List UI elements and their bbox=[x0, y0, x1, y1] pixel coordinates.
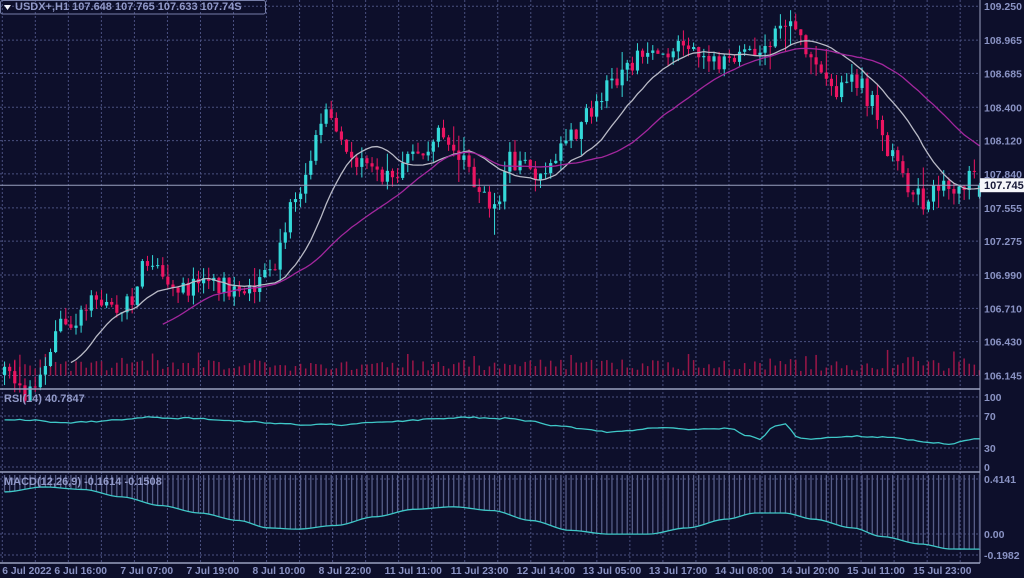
svg-text:MACD(12,26,9) -0.1614 -0.1508: MACD(12,26,9) -0.1614 -0.1508 bbox=[4, 476, 162, 488]
svg-text:6 Jul 2022: 6 Jul 2022 bbox=[2, 566, 52, 577]
svg-text:7 Jul 19:00: 7 Jul 19:00 bbox=[186, 566, 239, 577]
svg-text:107.555: 107.555 bbox=[984, 203, 1022, 215]
svg-text:13 Jul 05:00: 13 Jul 05:00 bbox=[583, 566, 642, 577]
svg-text:6 Jul 16:00: 6 Jul 16:00 bbox=[54, 566, 107, 577]
svg-text:USDX+,H1 107.648 107.765 107: USDX+,H1 107.648 107.765 107.633 107.74S bbox=[15, 1, 242, 13]
svg-text:14 Jul 20:00: 14 Jul 20:00 bbox=[781, 566, 840, 577]
svg-text:108.400: 108.400 bbox=[984, 102, 1022, 114]
svg-text:108.965: 108.965 bbox=[984, 35, 1022, 47]
svg-text:8 Jul 22:00: 8 Jul 22:00 bbox=[319, 566, 372, 577]
svg-text:0.4141: 0.4141 bbox=[984, 474, 1016, 486]
svg-text:106.990: 106.990 bbox=[984, 270, 1022, 282]
svg-text:-0.1982: -0.1982 bbox=[984, 550, 1020, 562]
svg-text:14 Jul 08:00: 14 Jul 08:00 bbox=[715, 566, 774, 577]
svg-text:0.00: 0.00 bbox=[984, 529, 1005, 541]
svg-text:11 Jul 11:00: 11 Jul 11:00 bbox=[385, 566, 443, 577]
svg-text:108.685: 108.685 bbox=[984, 68, 1022, 80]
svg-text:12 Jul 14:00: 12 Jul 14:00 bbox=[517, 566, 576, 577]
svg-text:107.745: 107.745 bbox=[984, 180, 1024, 192]
svg-text:0: 0 bbox=[984, 462, 990, 474]
svg-text:106.430: 106.430 bbox=[984, 337, 1022, 349]
svg-text:11 Jul 23:00: 11 Jul 23:00 bbox=[451, 566, 509, 577]
svg-text:13 Jul 17:00: 13 Jul 17:00 bbox=[649, 566, 708, 577]
svg-text:106.710: 106.710 bbox=[984, 303, 1022, 315]
svg-text:15 Jul 11:00: 15 Jul 11:00 bbox=[847, 566, 905, 577]
svg-text:15 Jul 23:00: 15 Jul 23:00 bbox=[913, 566, 972, 577]
svg-text:106.145: 106.145 bbox=[984, 371, 1022, 383]
svg-text:7 Jul 07:00: 7 Jul 07:00 bbox=[120, 566, 173, 577]
svg-text:108.120: 108.120 bbox=[984, 136, 1022, 148]
svg-text:107.275: 107.275 bbox=[984, 236, 1022, 248]
svg-text:30: 30 bbox=[984, 443, 996, 455]
svg-text:RSI(14) 40.7847: RSI(14) 40.7847 bbox=[4, 393, 85, 405]
svg-text:70: 70 bbox=[984, 411, 996, 423]
svg-text:100: 100 bbox=[984, 392, 1002, 404]
svg-text:8 Jul 10:00: 8 Jul 10:00 bbox=[253, 566, 306, 577]
svg-text:109.250: 109.250 bbox=[984, 1, 1022, 13]
